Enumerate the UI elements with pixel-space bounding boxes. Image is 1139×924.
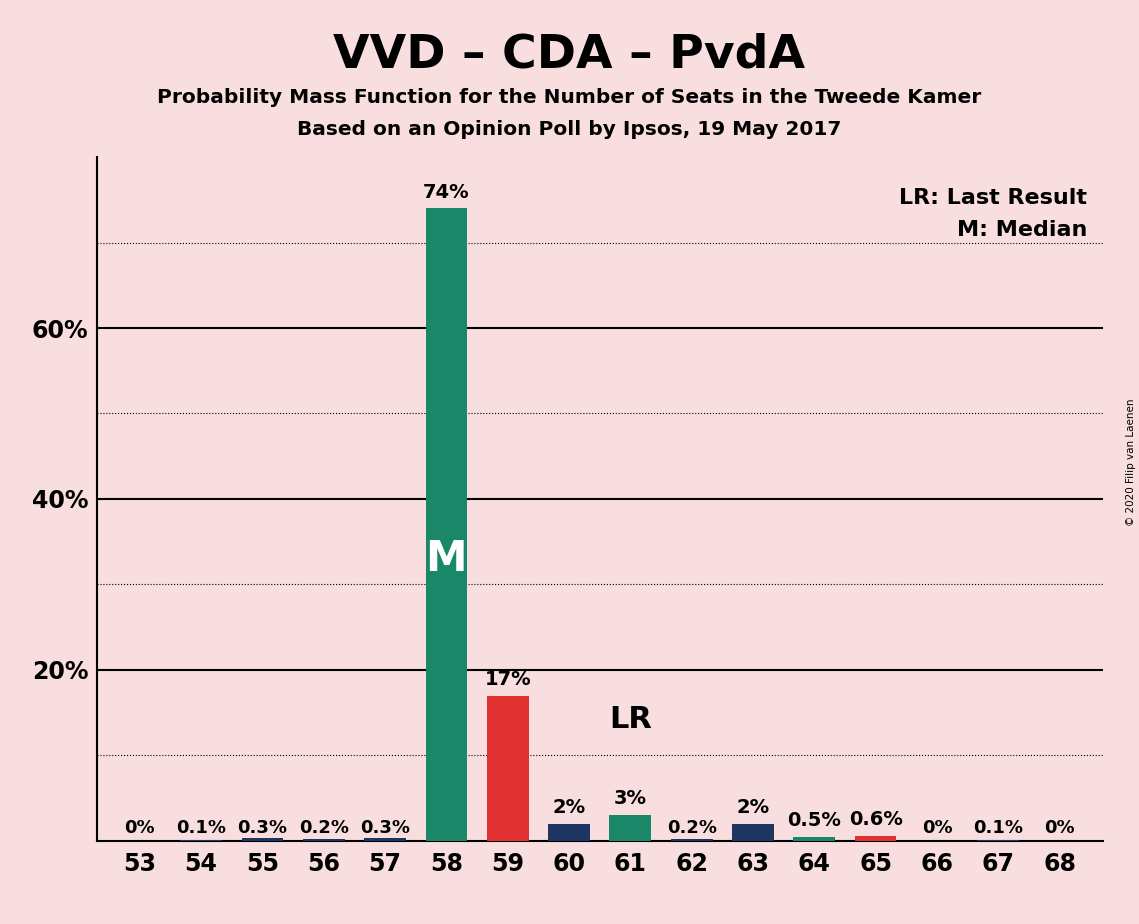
Text: 2%: 2% (552, 798, 585, 817)
Bar (854, 835, 896, 841)
Bar (732, 824, 773, 841)
Text: 2%: 2% (737, 798, 770, 817)
Text: 0.2%: 0.2% (666, 819, 716, 836)
Text: 0.1%: 0.1% (177, 819, 226, 836)
Text: 0.2%: 0.2% (298, 819, 349, 836)
Text: 0.3%: 0.3% (237, 819, 287, 836)
Text: 0%: 0% (124, 819, 155, 836)
Bar (303, 839, 345, 841)
Text: Probability Mass Function for the Number of Seats in the Tweede Kamer: Probability Mass Function for the Number… (157, 88, 982, 107)
Text: 3%: 3% (614, 789, 647, 808)
Bar (364, 838, 405, 841)
Text: 0.5%: 0.5% (787, 810, 842, 830)
Bar (241, 838, 284, 841)
Text: 0.3%: 0.3% (360, 819, 410, 836)
Text: M: M (426, 538, 467, 579)
Text: 17%: 17% (484, 670, 531, 688)
Text: © 2020 Filip van Laenen: © 2020 Filip van Laenen (1126, 398, 1136, 526)
Text: 0.1%: 0.1% (974, 819, 1023, 836)
Bar (548, 824, 590, 841)
Text: M: Median: M: Median (957, 220, 1088, 240)
Text: 0%: 0% (921, 819, 952, 836)
Text: VVD – CDA – PvdA: VVD – CDA – PvdA (334, 32, 805, 78)
Text: LR: LR (609, 705, 652, 734)
Bar (426, 208, 467, 841)
Text: 0.6%: 0.6% (849, 809, 902, 829)
Bar (486, 696, 528, 841)
Text: 74%: 74% (423, 183, 469, 201)
Bar (794, 836, 835, 841)
Bar (609, 815, 652, 841)
Text: Based on an Opinion Poll by Ipsos, 19 May 2017: Based on an Opinion Poll by Ipsos, 19 Ma… (297, 120, 842, 140)
Text: LR: Last Result: LR: Last Result (900, 188, 1088, 208)
Text: 0%: 0% (1044, 819, 1075, 836)
Bar (671, 839, 713, 841)
